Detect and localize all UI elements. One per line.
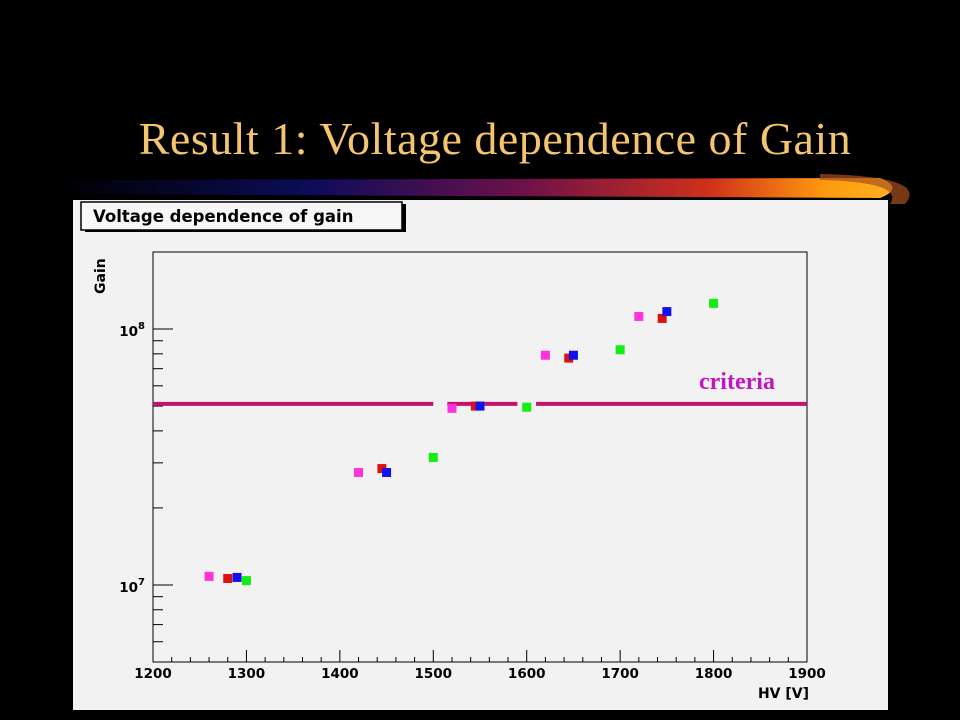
x-tick-label: 1600 xyxy=(508,666,546,682)
x-axis-label: HV [V] xyxy=(758,686,809,702)
data-point-series-1 xyxy=(634,311,644,321)
chart-canvas: Voltage dependence of gain 1200 1300 1400 1… xyxy=(73,200,888,710)
data-point-series-4 xyxy=(428,452,438,462)
plot-frame xyxy=(152,251,808,663)
y-axis-label: Gain xyxy=(93,258,109,294)
data-point-series-4 xyxy=(522,402,532,412)
x-tick-label: 1800 xyxy=(695,666,733,682)
data-point-series-3 xyxy=(662,307,672,317)
data-point-series-4 xyxy=(241,576,251,586)
y-tick-label: 107 xyxy=(119,577,145,596)
data-point-series-3 xyxy=(475,401,485,411)
x-tick-label: 1900 xyxy=(788,666,826,682)
tick-labels: 1200 1300 1400 1500 1600 1700 1800 1900 107 108 xyxy=(119,321,826,682)
data-point-series-3 xyxy=(568,350,578,360)
y-tick-label: 108 xyxy=(119,321,145,340)
data-point-series-4 xyxy=(615,345,625,355)
data-point-series-1 xyxy=(447,403,457,413)
data-point-series-4 xyxy=(709,298,719,308)
data-points xyxy=(204,298,719,586)
x-tick-label: 1400 xyxy=(321,666,359,682)
x-tick-label: 1500 xyxy=(414,666,452,682)
data-point-series-2 xyxy=(470,401,480,411)
data-point-series-1 xyxy=(204,571,214,581)
data-point-series-2 xyxy=(657,313,667,323)
data-point-series-3 xyxy=(232,572,242,582)
chart-title: Voltage dependence of gain xyxy=(93,207,353,226)
data-point-series-2 xyxy=(223,573,233,583)
data-point-series-1 xyxy=(354,468,364,478)
x-tick-label: 1700 xyxy=(601,666,639,682)
x-tick-label: 1300 xyxy=(228,666,266,682)
data-point-series-2 xyxy=(564,353,574,363)
chart-title-box xyxy=(80,201,403,231)
slide-title: Result 1: Voltage dependence of Gain xyxy=(138,113,852,164)
x-tick-label: 1200 xyxy=(134,666,172,682)
axis-ticks xyxy=(152,251,808,663)
data-point-series-2 xyxy=(377,464,387,474)
criteria-label: criteria xyxy=(699,369,775,395)
data-point-series-1 xyxy=(540,350,550,360)
data-point-series-3 xyxy=(382,468,392,478)
title-swoosh-decoration xyxy=(60,174,910,204)
